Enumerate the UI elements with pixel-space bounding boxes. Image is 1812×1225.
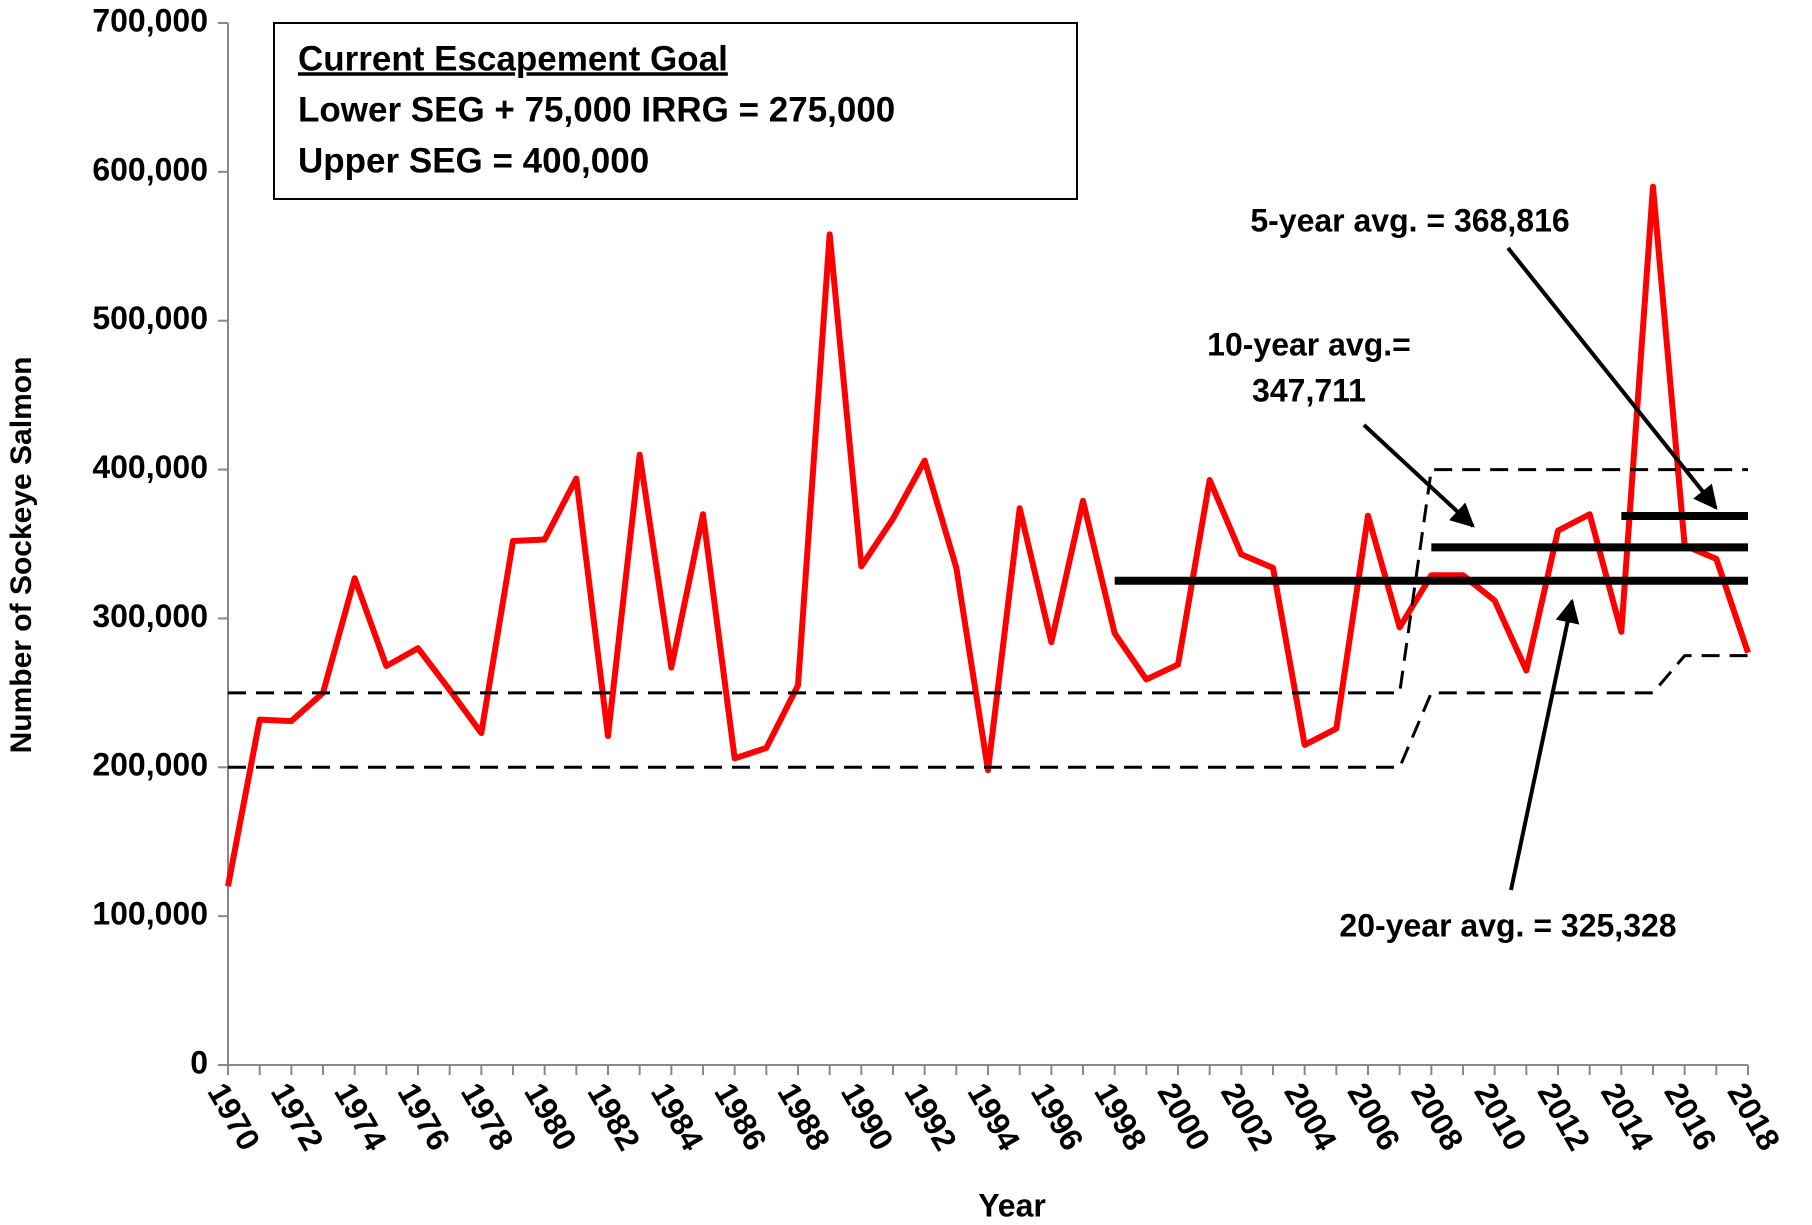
x-tick-label: 2014	[1594, 1077, 1661, 1157]
y-tick-label: 500,000	[92, 300, 208, 336]
x-tick-label: 1998	[1087, 1077, 1154, 1157]
x-tick-label: 2012	[1531, 1077, 1598, 1157]
y-tick-label: 600,000	[92, 151, 208, 187]
y-tick-label: 200,000	[92, 747, 208, 783]
arrow	[1509, 598, 1580, 891]
x-tick-label: 1974	[327, 1077, 394, 1157]
y-axis-label: Number of Sockeye Salmon	[5, 357, 38, 754]
y-tick-label: 700,000	[92, 2, 208, 38]
y-tick-label: 0	[190, 1044, 208, 1080]
y-tick-label: 300,000	[92, 598, 208, 634]
x-tick-label: 2004	[1277, 1077, 1344, 1157]
y-tick-label: 100,000	[92, 896, 208, 932]
goal-text: Current Escapement Goal	[298, 39, 728, 78]
x-tick-label: 1984	[644, 1077, 711, 1157]
goal-text: Lower SEG + 75,000 IRRG = 275,000	[298, 90, 895, 129]
x-tick-label: 2010	[1467, 1077, 1534, 1157]
x-tick-label: 1996	[1024, 1077, 1091, 1157]
x-tick-label: 1994	[961, 1077, 1028, 1157]
x-axis-label: Year	[978, 1187, 1046, 1223]
y-tick-label: 400,000	[92, 449, 208, 485]
x-tick-label: 1972	[264, 1077, 331, 1157]
average-label: 5-year avg. = 368,816	[1250, 202, 1569, 238]
x-tick-label: 1978	[454, 1077, 521, 1157]
x-tick-label: 1988	[771, 1077, 838, 1157]
x-tick-label: 2000	[1151, 1077, 1218, 1157]
average-label: 20-year avg. = 325,328	[1339, 907, 1676, 943]
x-tick-label: 1986	[707, 1077, 774, 1157]
x-tick-label: 1990	[834, 1077, 901, 1157]
x-tick-label: 2018	[1721, 1077, 1788, 1157]
x-tick-label: 1980	[517, 1077, 584, 1157]
x-tick-label: 2006	[1341, 1077, 1408, 1157]
average-label: 347,711	[1252, 372, 1366, 408]
average-label: 10-year avg.=	[1207, 326, 1411, 362]
goal-box	[273, 22, 1078, 200]
x-tick-label: 2016	[1657, 1077, 1724, 1157]
x-tick-label: 2002	[1214, 1077, 1281, 1157]
x-tick-label: 2008	[1404, 1077, 1471, 1157]
x-tick-label: 1970	[201, 1077, 268, 1157]
x-tick-label: 1992	[897, 1077, 964, 1157]
x-tick-label: 1976	[391, 1077, 458, 1157]
escapement-line	[225, 183, 1751, 887]
arrow	[1506, 246, 1718, 510]
goal-text: Upper SEG = 400,000	[298, 141, 649, 180]
goal-line	[228, 468, 1748, 695]
goal-line	[228, 654, 1748, 769]
x-tick-label: 1982	[581, 1077, 648, 1157]
arrow	[1362, 423, 1475, 528]
